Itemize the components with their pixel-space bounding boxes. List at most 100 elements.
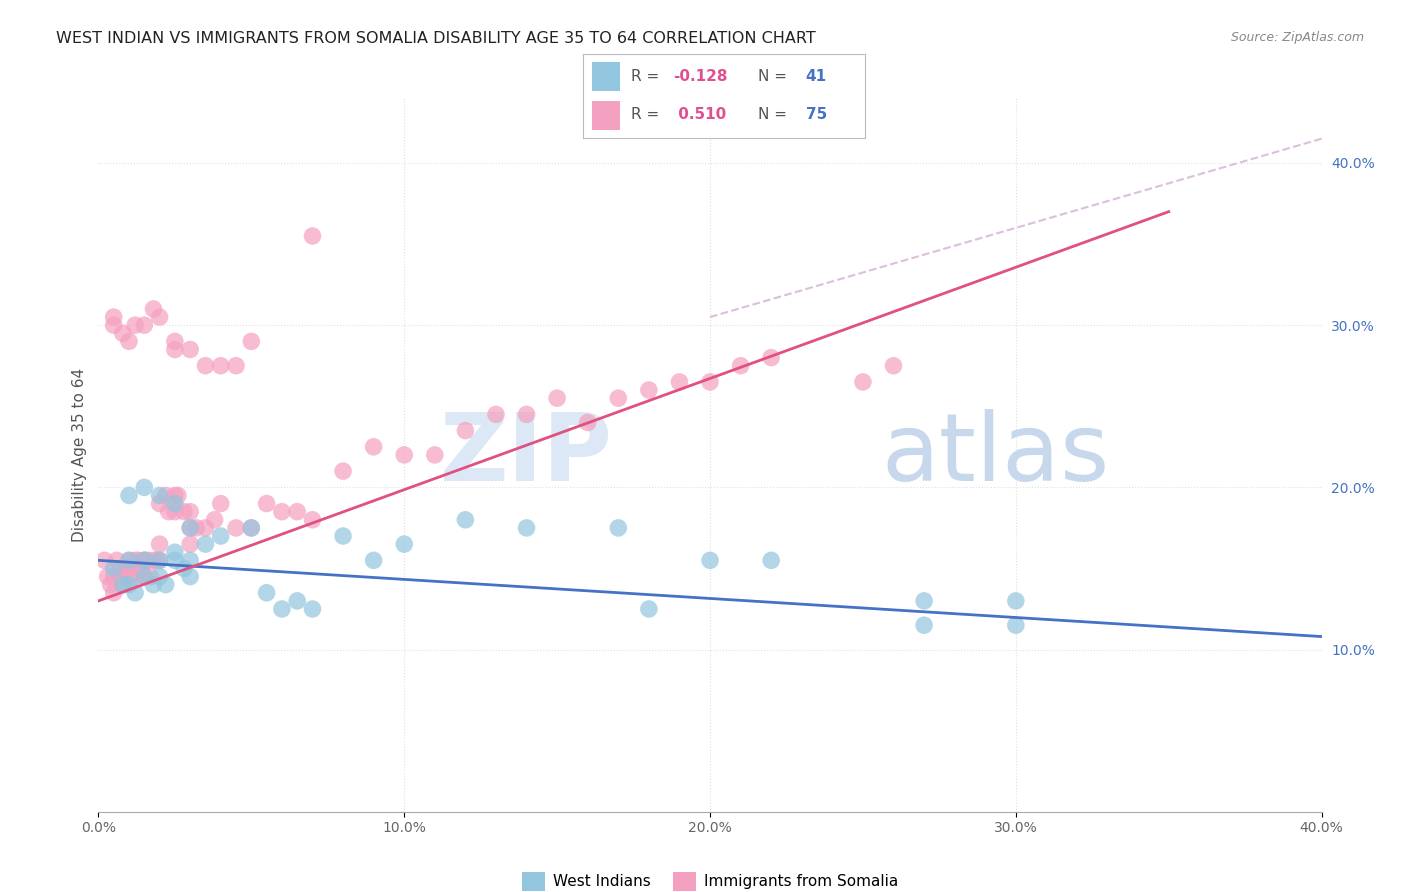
Point	[179, 569, 201, 583]
Point	[163, 505, 186, 519]
Point	[179, 521, 201, 535]
Text: WEST INDIAN VS IMMIGRANTS FROM SOMALIA DISABILITY AGE 35 TO 64 CORRELATION CHART: WEST INDIAN VS IMMIGRANTS FROM SOMALIA D…	[56, 31, 815, 46]
Point	[186, 521, 208, 535]
Text: ZIP: ZIP	[439, 409, 612, 501]
Point	[209, 497, 232, 511]
Point	[301, 229, 323, 244]
Point	[194, 359, 217, 373]
FancyBboxPatch shape	[592, 101, 620, 130]
Point	[118, 553, 141, 567]
Point	[852, 375, 875, 389]
Point	[118, 553, 141, 567]
Point	[912, 594, 935, 608]
Point	[134, 569, 156, 583]
Point	[546, 391, 568, 405]
Point	[118, 334, 141, 349]
Point	[142, 577, 165, 591]
Point	[179, 553, 201, 567]
Point	[155, 577, 177, 591]
Point	[516, 521, 538, 535]
Point	[363, 440, 385, 454]
Point	[209, 529, 232, 543]
Point	[149, 553, 172, 567]
Point	[332, 529, 354, 543]
Text: 41: 41	[806, 69, 827, 84]
Point	[485, 408, 508, 422]
Point	[105, 553, 128, 567]
Point	[155, 488, 177, 502]
Point	[179, 521, 201, 535]
Point	[912, 618, 935, 632]
Point	[285, 505, 308, 519]
Text: Source: ZipAtlas.com: Source: ZipAtlas.com	[1230, 31, 1364, 45]
Point	[103, 310, 125, 324]
Point	[392, 537, 416, 551]
Point	[637, 383, 661, 397]
Point	[134, 553, 156, 567]
Point	[194, 521, 217, 535]
Point	[699, 375, 721, 389]
Point	[149, 553, 172, 567]
Point	[454, 513, 477, 527]
Point	[637, 602, 661, 616]
Point	[124, 318, 146, 333]
Point	[97, 569, 120, 583]
Point	[118, 569, 141, 583]
Point	[111, 326, 134, 341]
Point	[134, 480, 156, 494]
Point	[179, 537, 201, 551]
Point	[759, 351, 782, 365]
Point	[173, 505, 195, 519]
Point	[139, 569, 162, 583]
Text: R =: R =	[631, 69, 665, 84]
Point	[134, 553, 156, 567]
Point	[363, 553, 385, 567]
Text: atlas: atlas	[882, 409, 1109, 501]
Point	[730, 359, 752, 373]
Point	[129, 561, 152, 575]
Point	[270, 505, 292, 519]
Point	[115, 561, 138, 575]
Point	[149, 488, 172, 502]
Point	[883, 359, 905, 373]
Point	[392, 448, 416, 462]
Point	[668, 375, 690, 389]
Text: 75: 75	[806, 107, 827, 122]
Point	[256, 586, 278, 600]
Point	[103, 561, 125, 575]
Point	[134, 553, 156, 567]
Point	[127, 553, 149, 567]
Point	[607, 391, 630, 405]
Point	[124, 569, 146, 583]
Point	[332, 464, 354, 478]
Point	[149, 569, 172, 583]
Text: 0.510: 0.510	[673, 107, 727, 122]
Point	[103, 318, 125, 333]
Point	[699, 553, 721, 567]
FancyBboxPatch shape	[592, 62, 620, 91]
Point	[93, 553, 115, 567]
Point	[111, 577, 134, 591]
Point	[301, 602, 323, 616]
Point	[118, 577, 141, 591]
Point	[100, 577, 122, 591]
Point	[163, 545, 186, 559]
Point	[759, 553, 782, 567]
Point	[516, 408, 538, 422]
Text: N =: N =	[758, 69, 792, 84]
Text: R =: R =	[631, 107, 665, 122]
Point	[134, 569, 156, 583]
Point	[270, 602, 292, 616]
Point	[124, 586, 146, 600]
Point	[103, 569, 125, 583]
Point	[149, 497, 172, 511]
Text: N =: N =	[758, 107, 792, 122]
Point	[157, 505, 180, 519]
Text: -0.128: -0.128	[673, 69, 728, 84]
Point	[1004, 618, 1026, 632]
Point	[179, 343, 201, 357]
Point	[1004, 594, 1026, 608]
Point	[163, 497, 186, 511]
Point	[136, 553, 159, 567]
Point	[108, 561, 131, 575]
